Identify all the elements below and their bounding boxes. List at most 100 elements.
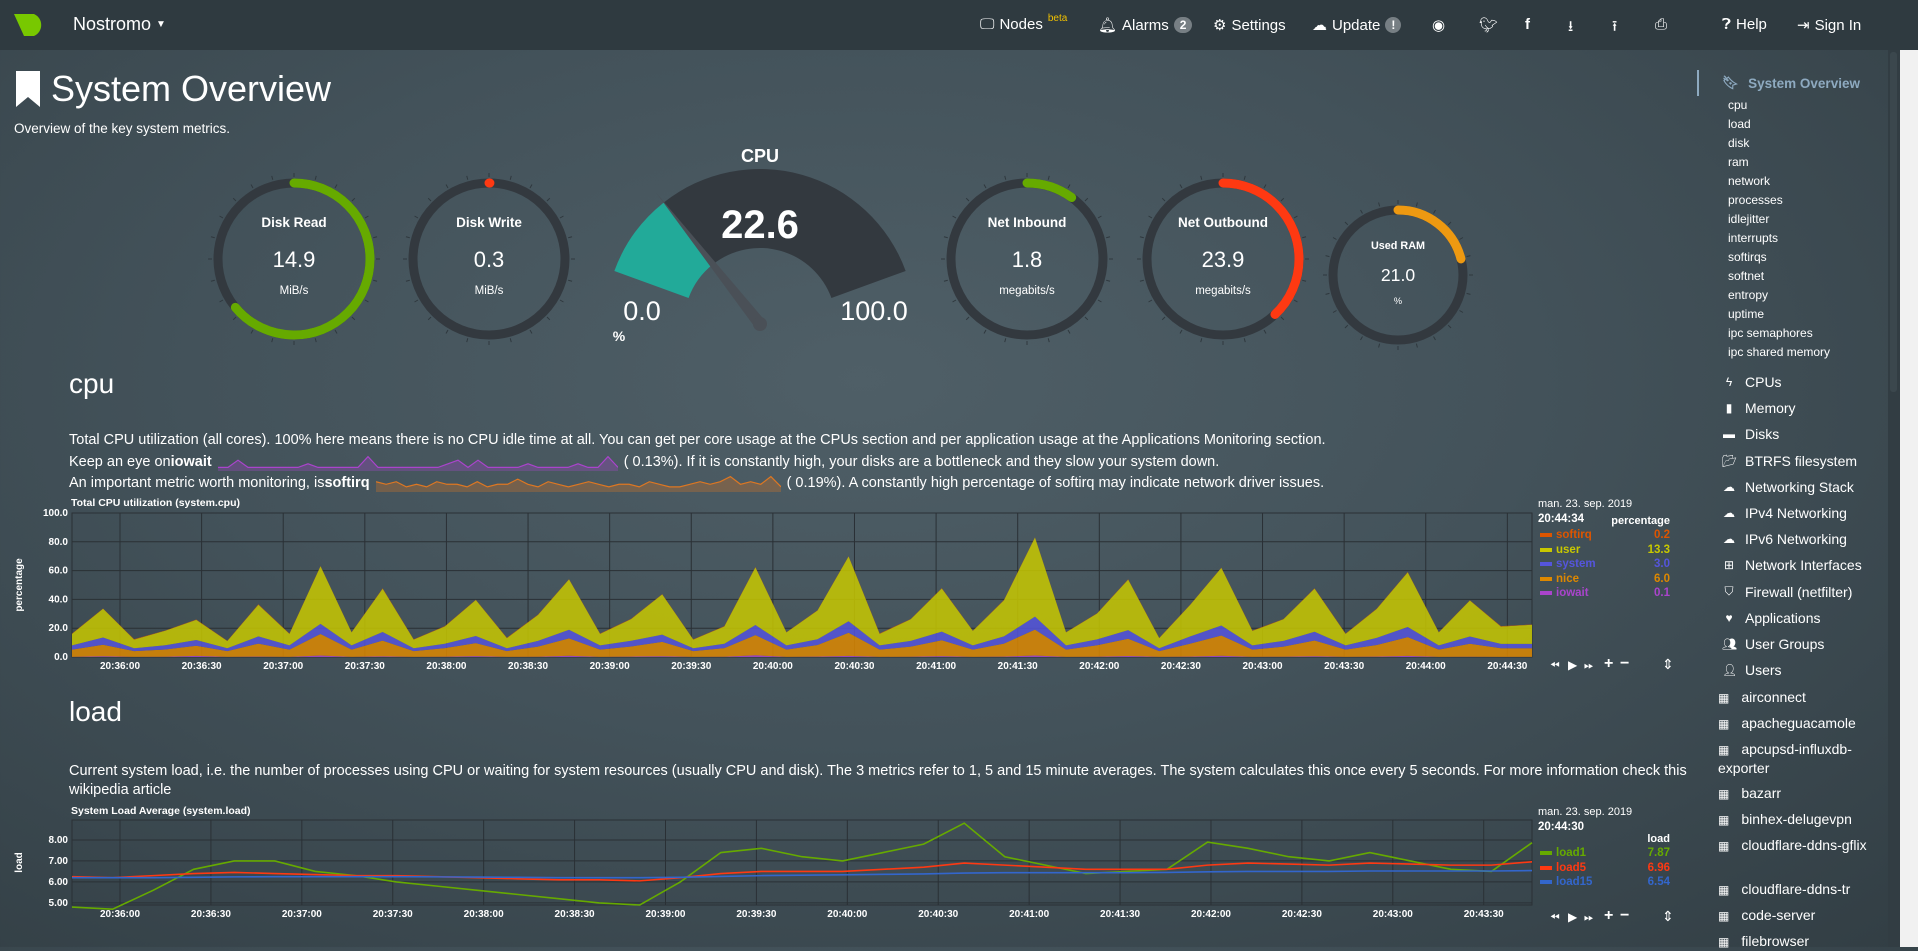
sidebar-item-ipv4-networking[interactable]: ☁ IPv4 Networking [1722,505,1847,521]
wikipedia-link[interactable]: wikipedia article [69,782,172,798]
nav-alarms[interactable]: 🔔︎ Alarms 2 [1098,16,1193,34]
sidebar-app-airconnect[interactable]: ▦ airconnect [1718,688,1878,707]
zoom-in-button[interactable]: + [1604,907,1614,924]
grid-icon: ▦ [1718,883,1730,897]
sidebar-subitem-load[interactable]: load [1728,117,1751,131]
play-button[interactable]: ▶ [1568,910,1578,924]
x-tick-label: 20:39:30 [736,909,776,920]
upload-icon[interactable]: ⭱ [1612,18,1618,35]
sidebar-item-users[interactable]: 👤︎ Users [1722,662,1782,678]
iowait-sparkline[interactable] [217,453,618,471]
iowait-label: iowait [170,454,212,470]
legend-series-name[interactable]: iowait [1556,587,1589,599]
sidebar-item-network-interfaces[interactable]: ⊞ Network Interfaces [1722,557,1862,573]
legend-series-name[interactable]: system [1556,558,1596,570]
zoom-out-button[interactable]: − [1620,655,1630,672]
sidebar-app-apcupsd-influxdb-exporter[interactable]: ▦ apcupsd-influxdb-exporter [1718,740,1878,777]
sidebar-item-networking-stack[interactable]: ☁ Networking Stack [1722,479,1854,495]
sidebar-subitem-ipc-shared-memory[interactable]: ipc shared memory [1728,345,1831,359]
zoom-out-button[interactable]: − [1620,907,1630,924]
scrollbar-thumb[interactable] [1890,52,1897,392]
sidebar-subitem-network[interactable]: network [1728,174,1771,188]
legend-series-value: 3.0 [1654,558,1670,570]
legend-series-name[interactable]: load15 [1556,876,1593,888]
sidebar-subitem-softirqs[interactable]: softirqs [1728,250,1767,264]
legend-series-name[interactable]: user [1556,543,1581,556]
forward-button[interactable]: ⏩︎ [1584,658,1594,672]
gauge-fill [1142,178,1304,340]
sidebar-app-binhex-delugevpn[interactable]: ▦ binhex-delugevpn [1718,810,1878,829]
sidebar-subitem-cpu[interactable]: cpu [1728,98,1748,112]
play-button[interactable]: ▶ [1568,658,1578,672]
sparkline-line [217,455,618,469]
sidebar-app-code-server[interactable]: ▦ code-server [1718,906,1878,925]
rewind-button[interactable]: ⏪︎ [1550,658,1560,672]
gauge-tick [405,236,410,239]
sidebar-label: Users [1745,662,1782,679]
sidebar-subitem-processes[interactable]: processes [1728,193,1783,207]
sidebar-item-cpus[interactable]: ϟ CPUs [1722,374,1782,390]
gauge-value: 1.8 [1011,247,1043,272]
gauge-fill [946,178,1108,340]
legend-series-name[interactable]: softirq [1556,529,1592,541]
softirq-sparkline[interactable] [375,474,781,492]
sidebar-item-btrfs-filesystem[interactable]: 📂︎ BTRFS filesystem [1722,453,1857,469]
softirq-label: softirq [324,475,370,491]
print-icon[interactable]: ⎙ [1655,16,1668,33]
x-tick-label: 20:40:30 [918,909,958,920]
netdata-logo-icon[interactable] [12,12,46,38]
sidebar-subitem-uptime[interactable]: uptime [1728,307,1765,321]
sidebar-app-apacheguacamole[interactable]: ▦ apacheguacamole [1718,714,1878,733]
github-icon[interactable]: ◉ [1432,17,1446,34]
sidebar-subitem-ipc-semaphores[interactable]: ipc semaphores [1728,326,1813,340]
sidebar-subitem-ram[interactable]: ram [1728,155,1749,169]
sidebar-item-disks[interactable]: ▬ Disks [1722,426,1779,442]
window-scrollbar[interactable] [1900,50,1918,947]
gauge-tick [1415,202,1418,207]
forward-button[interactable]: ⏩︎ [1584,910,1594,924]
nav-settings[interactable]: ⚙ Settings [1213,16,1286,35]
nav-help[interactable]: ❓︎ Help [1722,16,1767,33]
gauge-tick [559,299,564,303]
sidebar-item-memory[interactable]: ▮ Memory [1722,400,1796,416]
nav-nodes[interactable]: 🖵 Nodes beta [980,13,1067,33]
sidebar-item-system-overview[interactable]: 🔖︎ System Overview [1722,75,1860,91]
sidebar-item-user-groups[interactable]: 👥︎ User Groups [1722,636,1824,652]
sidebar-app-cloudflare-ddns-gflix[interactable]: ▦ cloudflare-ddns-gflix [1718,836,1878,855]
brand-dropdown[interactable]: Nostromo ▼ [73,14,166,35]
nav-update[interactable]: ☁ Update! [1312,16,1402,34]
zoom-in-button[interactable]: + [1604,655,1614,672]
chart-date: man. 23. sep. 2019 [1538,806,1633,818]
load-chart[interactable]: 8.00 7.00 6.00 5.00 20:36:00 20:36:30 20:37:00… [0,814,1536,934]
cpu-chart[interactable]: 100.0 80.0 60.0 40.0 20.0 0.0 20:36:00 20:36:30… [0,505,1536,680]
nav-label: Settings [1231,16,1286,34]
facebook-icon[interactable]: f [1525,16,1530,33]
sidebar-item-applications[interactable]: ♥ Applications [1722,610,1820,626]
sidebar-subitem-idlejitter[interactable]: idlejitter [1728,212,1770,226]
resize-handle[interactable]: ⇕ [1662,908,1674,924]
sidebar-app-bazarr[interactable]: ▦ bazarr [1718,784,1878,803]
chart-date: man. 23. sep. 2019 [1538,498,1633,510]
gauge-tick [334,184,338,189]
legend-series-name[interactable]: nice [1556,572,1580,585]
sidebar-subitem-interrupts[interactable]: interrupts [1728,231,1779,245]
legend-swatch [1540,562,1552,566]
sidebar-app-cloudflare-ddns-tr[interactable]: ▦ cloudflare-ddns-tr [1718,880,1878,899]
legend-series-name[interactable]: load5 [1556,861,1587,874]
nav-sign-in[interactable]: ⇥ Sign In [1797,16,1861,35]
download-icon[interactable]: ⭳ [1568,18,1574,35]
sidebar-subitem-softnet[interactable]: softnet [1728,269,1765,283]
sidebar-app-filebrowser[interactable]: ▦ filebrowser [1718,932,1878,951]
legend-series-name[interactable]: load1 [1556,847,1587,859]
rewind-button[interactable]: ⏪︎ [1550,910,1560,924]
gauge-tick [1084,316,1089,321]
sidebar-label: filebrowser [1741,933,1810,949]
sidebar-subitem-entropy[interactable]: entropy [1728,288,1769,302]
cpu-gauge-fill [614,202,713,299]
x-tick-label: 20:36:00 [100,661,140,672]
sidebar-subitem-disk[interactable]: disk [1728,136,1750,150]
sidebar-item-firewall-netfilter-[interactable]: ⛉ Firewall (netfilter) [1722,584,1852,600]
twitter-icon[interactable]: 🐦︎ [1479,17,1499,34]
resize-handle[interactable]: ⇕ [1662,656,1674,672]
sidebar-item-ipv6-networking[interactable]: ☁ IPv6 Networking [1722,531,1847,547]
